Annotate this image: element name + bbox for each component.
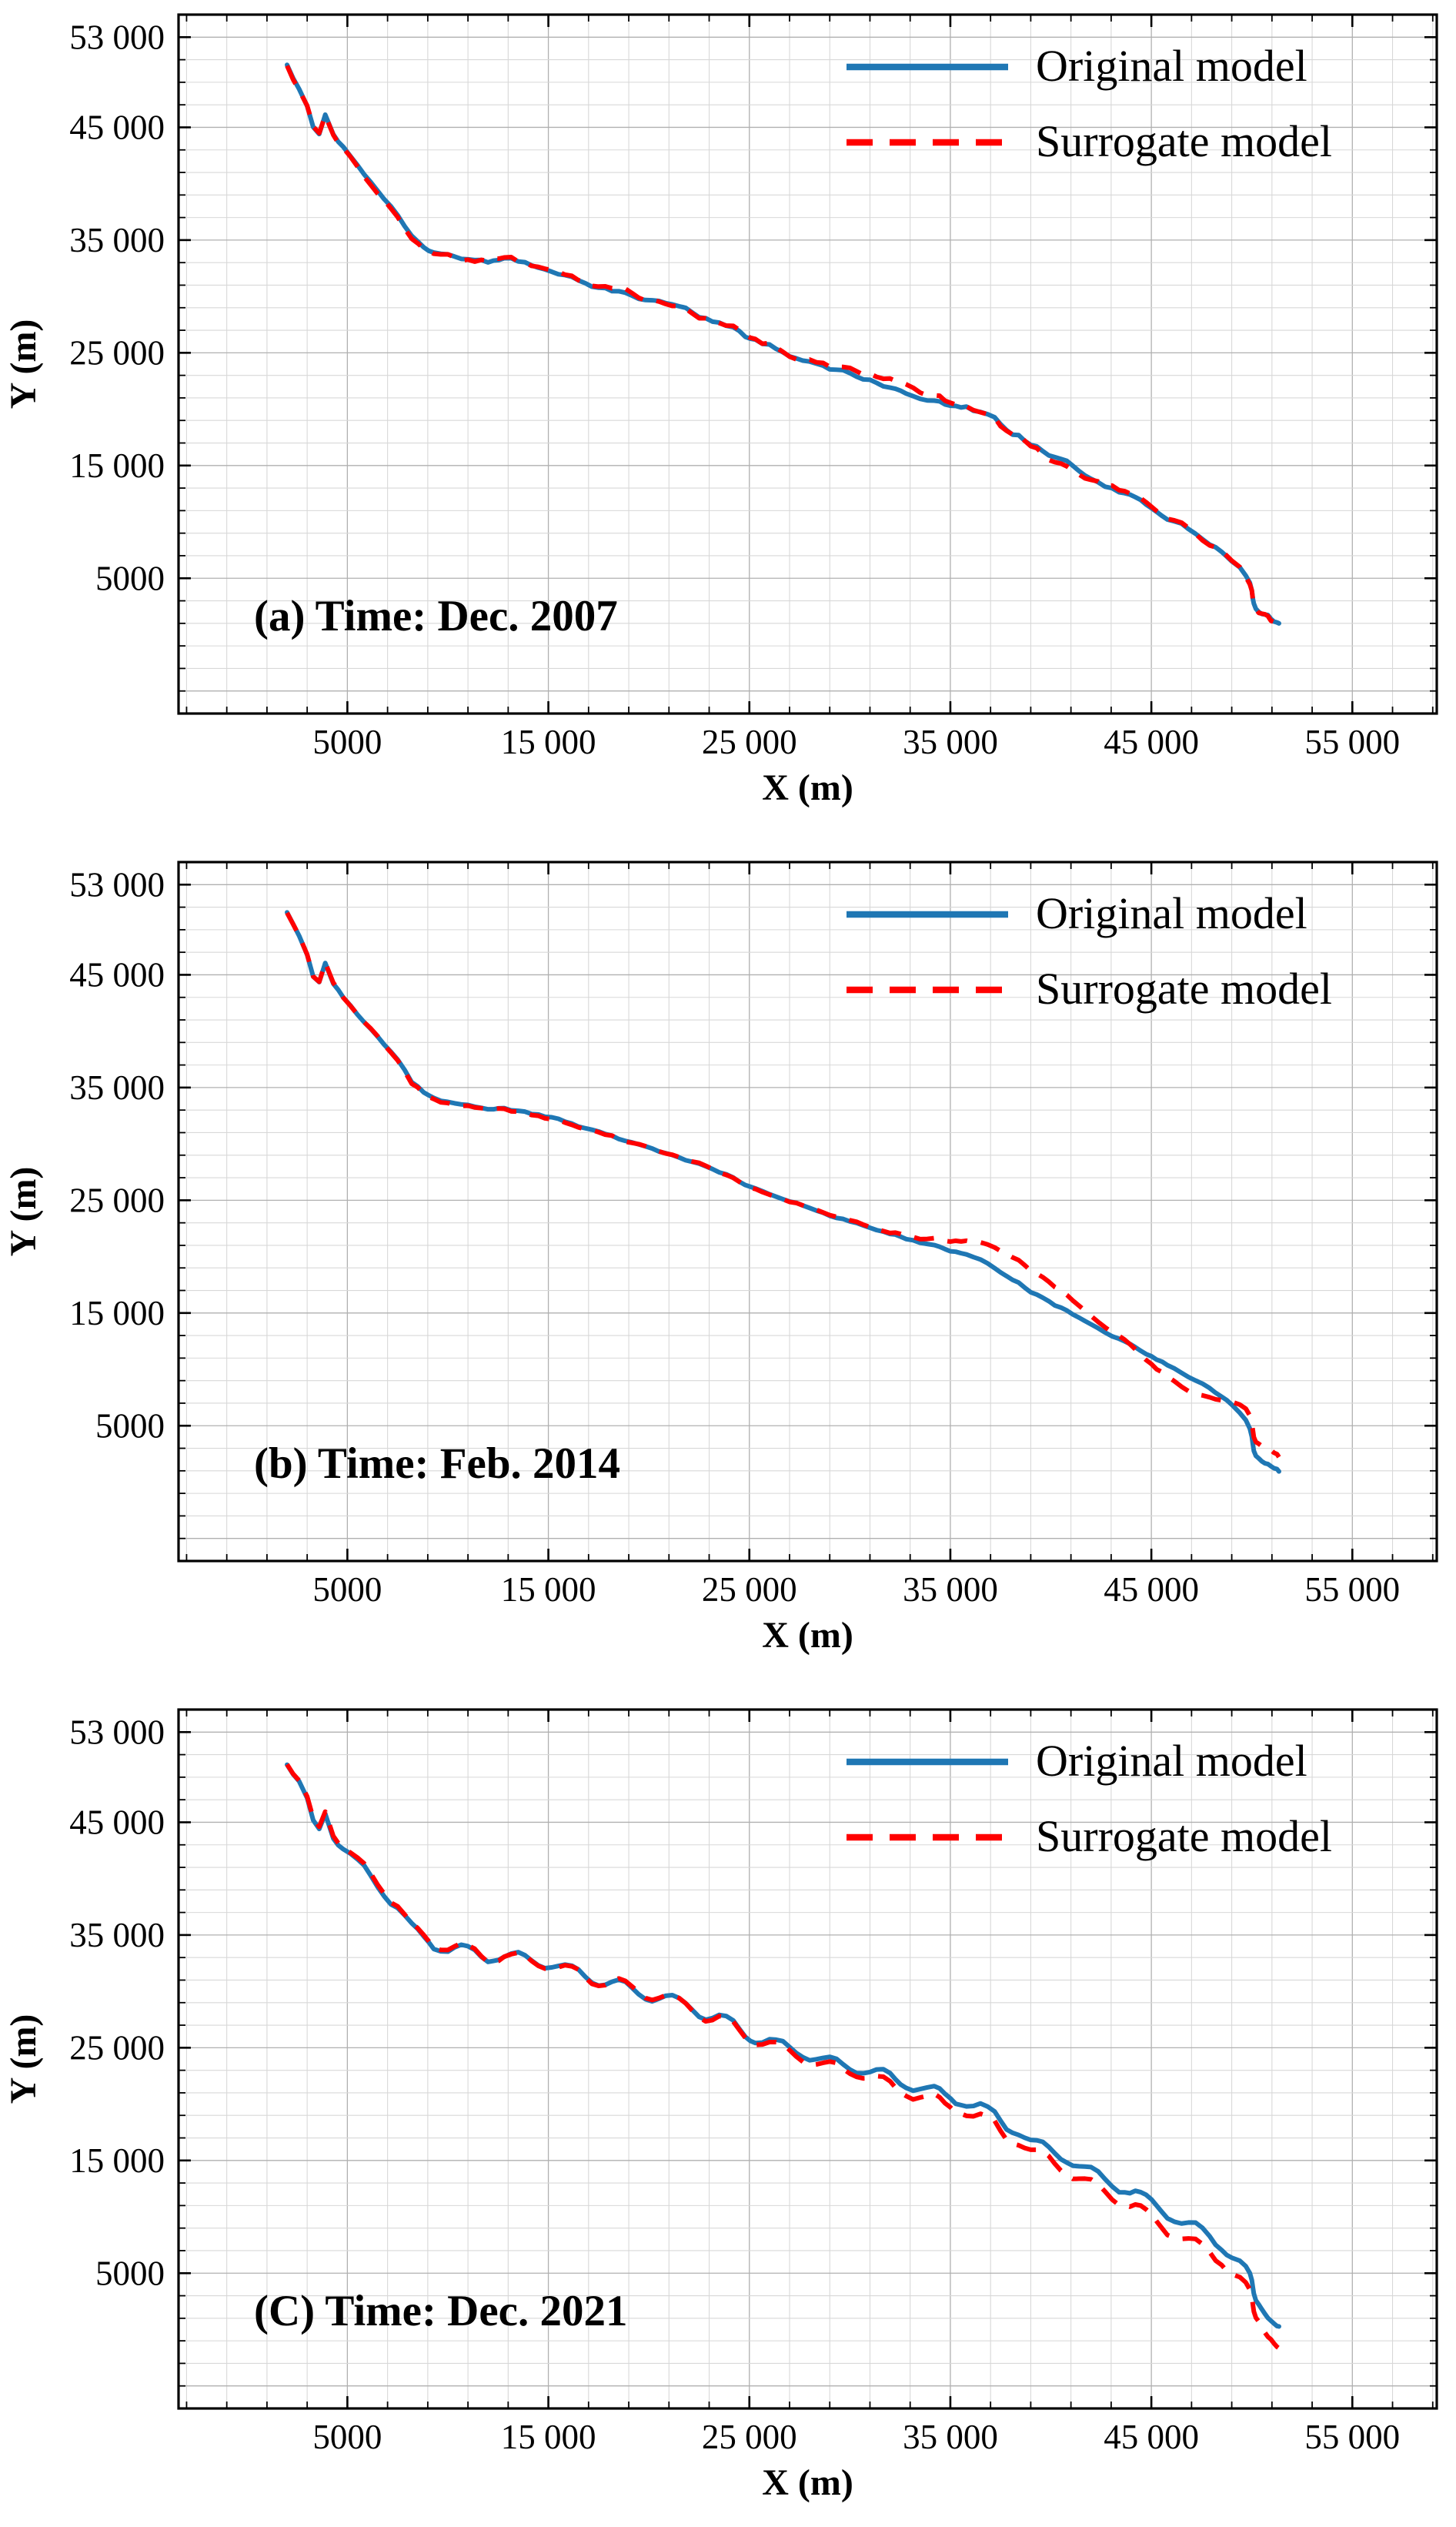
svg-text:Y (m): Y (m) bbox=[3, 319, 44, 409]
svg-text:55 000: 55 000 bbox=[1304, 723, 1400, 761]
svg-text:45 000: 45 000 bbox=[1104, 1570, 1199, 1609]
svg-text:Surrogate model: Surrogate model bbox=[1036, 116, 1332, 166]
svg-text:45 000: 45 000 bbox=[69, 1803, 165, 1841]
svg-text:35 000: 35 000 bbox=[69, 221, 165, 259]
svg-text:Original model: Original model bbox=[1036, 41, 1307, 91]
svg-text:35 000: 35 000 bbox=[69, 1068, 165, 1107]
svg-text:Original model: Original model bbox=[1036, 1736, 1307, 1786]
svg-text:Y (m): Y (m) bbox=[3, 1167, 44, 1257]
svg-text:25 000: 25 000 bbox=[702, 723, 797, 761]
svg-text:53 000: 53 000 bbox=[69, 18, 165, 56]
svg-text:25 000: 25 000 bbox=[702, 2418, 797, 2456]
svg-text:(a) Time: Dec. 2007: (a) Time: Dec. 2007 bbox=[254, 592, 618, 640]
svg-text:53 000: 53 000 bbox=[69, 865, 165, 904]
svg-text:15 000: 15 000 bbox=[501, 2418, 596, 2456]
svg-text:15 000: 15 000 bbox=[69, 1294, 165, 1332]
svg-text:5000: 5000 bbox=[312, 1570, 382, 1609]
svg-text:45 000: 45 000 bbox=[1104, 2418, 1199, 2456]
svg-text:15 000: 15 000 bbox=[501, 723, 596, 761]
svg-text:35 000: 35 000 bbox=[903, 1570, 998, 1609]
svg-text:5000: 5000 bbox=[312, 2418, 382, 2456]
svg-text:45 000: 45 000 bbox=[69, 955, 165, 994]
svg-text:53 000: 53 000 bbox=[69, 1713, 165, 1751]
svg-text:X (m): X (m) bbox=[762, 1615, 853, 1656]
svg-text:Y (m): Y (m) bbox=[3, 2014, 44, 2104]
svg-text:5000: 5000 bbox=[312, 723, 382, 761]
svg-text:X (m): X (m) bbox=[762, 2462, 853, 2503]
svg-text:35 000: 35 000 bbox=[903, 2418, 998, 2456]
svg-text:15 000: 15 000 bbox=[69, 446, 165, 485]
svg-text:35 000: 35 000 bbox=[903, 723, 998, 761]
svg-text:55 000: 55 000 bbox=[1304, 2418, 1400, 2456]
svg-text:(C) Time: Dec. 2021: (C) Time: Dec. 2021 bbox=[254, 2287, 627, 2335]
svg-text:5000: 5000 bbox=[95, 2254, 165, 2292]
svg-text:5000: 5000 bbox=[95, 1406, 165, 1445]
svg-text:35 000: 35 000 bbox=[69, 1916, 165, 1954]
svg-text:45 000: 45 000 bbox=[69, 108, 165, 146]
svg-text:Surrogate model: Surrogate model bbox=[1036, 1811, 1332, 1861]
svg-text:Original model: Original model bbox=[1036, 888, 1307, 938]
svg-text:15 000: 15 000 bbox=[501, 1570, 596, 1609]
svg-text:X (m): X (m) bbox=[762, 767, 853, 808]
svg-text:55 000: 55 000 bbox=[1304, 1570, 1400, 1609]
svg-text:25 000: 25 000 bbox=[702, 1570, 797, 1609]
svg-text:25 000: 25 000 bbox=[69, 2028, 165, 2067]
svg-text:(b) Time: Feb. 2014: (b) Time: Feb. 2014 bbox=[254, 1439, 620, 1488]
svg-text:5000: 5000 bbox=[95, 559, 165, 597]
svg-text:25 000: 25 000 bbox=[69, 333, 165, 372]
svg-text:45 000: 45 000 bbox=[1104, 723, 1199, 761]
svg-text:Surrogate model: Surrogate model bbox=[1036, 964, 1332, 1014]
svg-text:15 000: 15 000 bbox=[69, 2141, 165, 2180]
svg-text:25 000: 25 000 bbox=[69, 1181, 165, 1219]
